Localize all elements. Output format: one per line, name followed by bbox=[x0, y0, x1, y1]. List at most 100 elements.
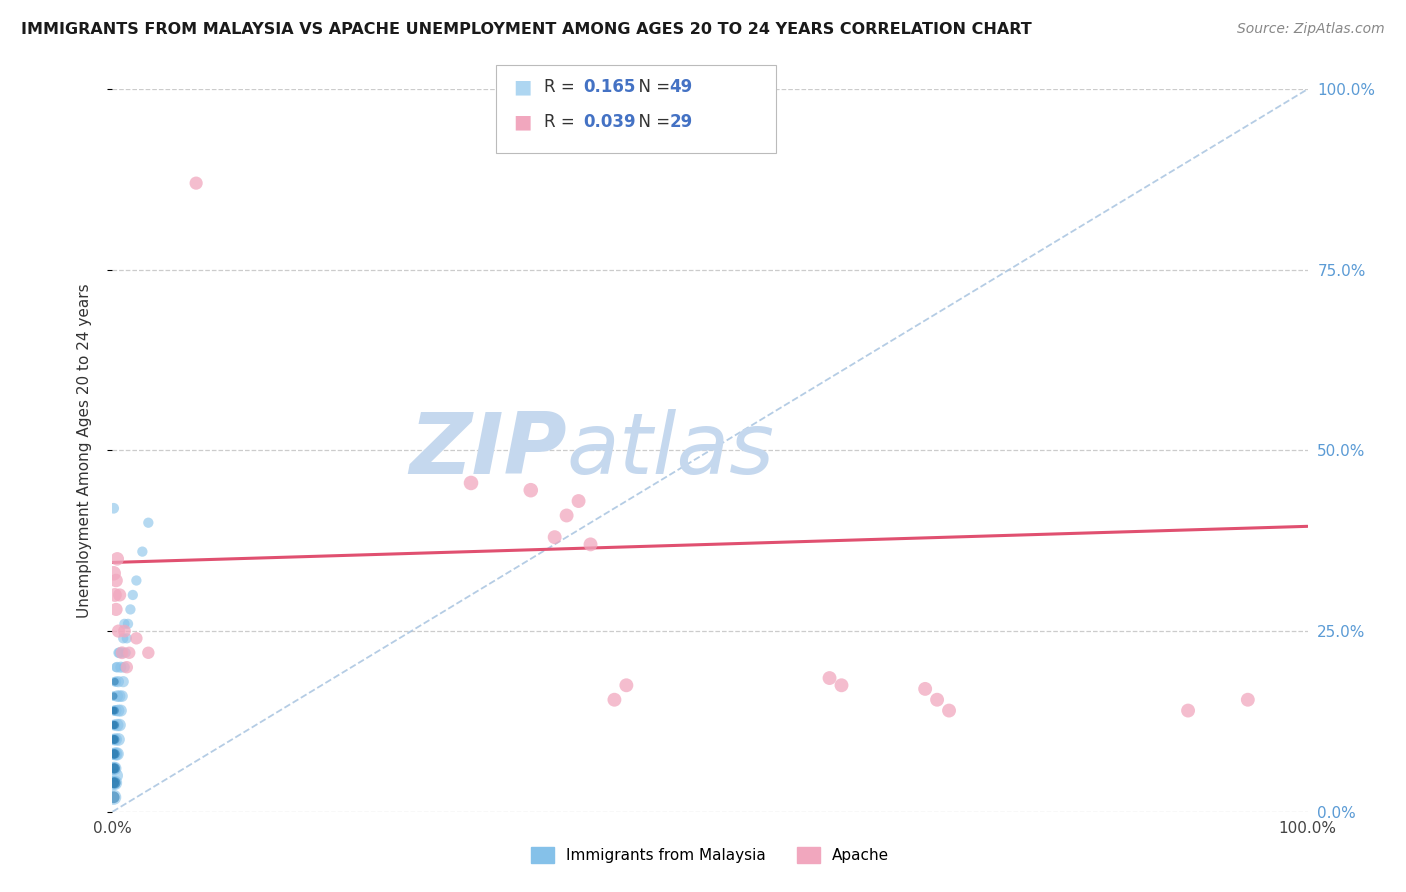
Point bbox=[105, 747, 128, 761]
Point bbox=[103, 566, 125, 581]
Point bbox=[108, 689, 131, 703]
Point bbox=[107, 674, 129, 689]
Point bbox=[616, 678, 638, 692]
Point bbox=[104, 732, 127, 747]
Text: R =: R = bbox=[544, 78, 581, 95]
Point bbox=[114, 624, 135, 639]
Point bbox=[105, 674, 128, 689]
Point bbox=[131, 544, 153, 558]
Point bbox=[114, 616, 135, 631]
Point bbox=[104, 704, 127, 718]
Point bbox=[117, 616, 139, 631]
Point bbox=[114, 646, 136, 660]
Point bbox=[103, 747, 125, 761]
Point bbox=[111, 646, 134, 660]
Text: N =: N = bbox=[628, 78, 676, 95]
Point bbox=[103, 732, 125, 747]
Point bbox=[120, 602, 142, 616]
Point bbox=[105, 602, 128, 616]
Point bbox=[112, 632, 135, 646]
Point bbox=[104, 776, 127, 790]
Point bbox=[105, 718, 128, 732]
Point bbox=[914, 681, 936, 696]
Point bbox=[115, 632, 138, 646]
Point bbox=[103, 689, 125, 703]
Y-axis label: Unemployment Among Ages 20 to 24 years: Unemployment Among Ages 20 to 24 years bbox=[77, 283, 91, 618]
Point bbox=[111, 646, 134, 660]
Point bbox=[104, 747, 127, 761]
Point bbox=[579, 537, 602, 551]
Point bbox=[138, 646, 160, 660]
Point bbox=[104, 732, 127, 747]
Point bbox=[831, 678, 853, 692]
Point bbox=[103, 761, 125, 775]
Text: ■: ■ bbox=[513, 77, 531, 96]
Point bbox=[121, 588, 143, 602]
Point bbox=[104, 674, 127, 689]
Point bbox=[105, 660, 128, 674]
Point bbox=[568, 494, 591, 508]
Point bbox=[111, 689, 134, 703]
Point bbox=[138, 516, 160, 530]
Point bbox=[103, 790, 125, 805]
Point bbox=[103, 732, 125, 747]
Point bbox=[105, 551, 128, 566]
Point bbox=[1237, 692, 1260, 706]
Text: 29: 29 bbox=[669, 113, 693, 131]
Point bbox=[103, 776, 125, 790]
Point bbox=[103, 761, 125, 775]
Point bbox=[118, 646, 141, 660]
Point bbox=[112, 674, 135, 689]
Point bbox=[555, 508, 578, 523]
Text: IMMIGRANTS FROM MALAYSIA VS APACHE UNEMPLOYMENT AMONG AGES 20 TO 24 YEARS CORREL: IMMIGRANTS FROM MALAYSIA VS APACHE UNEMP… bbox=[21, 22, 1032, 37]
Point bbox=[186, 176, 208, 190]
Point bbox=[110, 704, 132, 718]
Text: 49: 49 bbox=[669, 78, 693, 95]
Point bbox=[543, 530, 565, 544]
Point bbox=[104, 718, 127, 732]
Point bbox=[105, 689, 128, 703]
Point bbox=[603, 692, 626, 706]
Point bbox=[105, 732, 128, 747]
Point bbox=[104, 761, 127, 775]
Point bbox=[104, 674, 127, 689]
Point bbox=[105, 660, 128, 674]
Text: 0.039: 0.039 bbox=[583, 113, 636, 131]
Point bbox=[107, 704, 129, 718]
Point bbox=[108, 646, 131, 660]
Point bbox=[927, 692, 949, 706]
Point bbox=[104, 776, 127, 790]
Point bbox=[103, 704, 125, 718]
Text: N =: N = bbox=[628, 113, 676, 131]
Text: atlas: atlas bbox=[567, 409, 775, 492]
Point bbox=[520, 483, 543, 498]
Point bbox=[115, 660, 138, 674]
Point bbox=[105, 574, 128, 588]
Text: ■: ■ bbox=[513, 112, 531, 132]
Point bbox=[104, 747, 127, 761]
Point bbox=[107, 732, 129, 747]
Point bbox=[110, 660, 132, 674]
Point bbox=[103, 689, 125, 703]
Point bbox=[103, 704, 125, 718]
Point bbox=[104, 761, 127, 775]
Point bbox=[1177, 704, 1199, 718]
Point bbox=[938, 704, 960, 718]
Point bbox=[103, 718, 125, 732]
Point bbox=[103, 747, 125, 761]
Point bbox=[105, 747, 128, 761]
Point bbox=[103, 501, 125, 516]
Point bbox=[103, 776, 125, 790]
Point bbox=[125, 632, 148, 646]
Text: ZIP: ZIP bbox=[409, 409, 567, 492]
Point bbox=[108, 718, 131, 732]
Point bbox=[104, 704, 127, 718]
Point bbox=[460, 475, 482, 490]
Text: R =: R = bbox=[544, 113, 581, 131]
Point bbox=[104, 718, 127, 732]
Text: Source: ZipAtlas.com: Source: ZipAtlas.com bbox=[1237, 22, 1385, 37]
Point bbox=[114, 660, 135, 674]
Point bbox=[125, 574, 148, 588]
Point bbox=[104, 588, 127, 602]
Point bbox=[103, 718, 125, 732]
